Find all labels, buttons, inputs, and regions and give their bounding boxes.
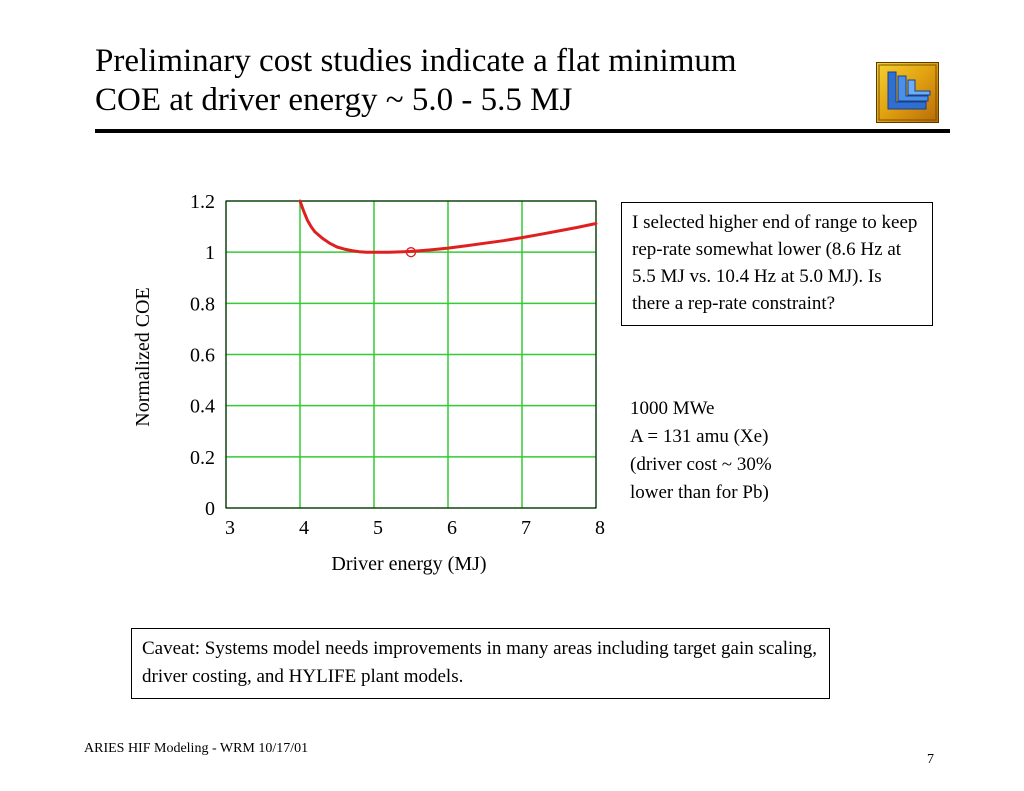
x-tick-label: 7: [521, 517, 531, 539]
y-axis-ticks: 1.2 1 0.8 0.6 0.4 0.2 0: [190, 191, 215, 520]
footer-text: ARIES HIF Modeling - WRM 10/17/01: [84, 741, 309, 756]
slide-title-line-1: Preliminary cost studies indicate a flat…: [95, 43, 737, 79]
param-line-4: lower than for Pb): [630, 482, 769, 503]
y-axis-label: Normalized COE: [132, 287, 154, 426]
slide-title-line-2: COE at driver energy ~ 5.0 - 5.5 MJ: [95, 82, 573, 118]
design-parameters: 1000 MWe A = 131 amu (Xe) (driver cost ~…: [630, 395, 860, 507]
x-tick-label: 5: [373, 517, 383, 539]
chart-plot-frame: [225, 200, 597, 509]
slide-title: Preliminary cost studies indicate a flat…: [95, 42, 855, 120]
x-tick-label: 6: [447, 517, 457, 539]
x-axis-ticks: 3 4 5 6 7 8: [225, 517, 605, 539]
x-tick-label: 3: [225, 517, 235, 539]
x-tick-label: 4: [299, 517, 309, 539]
y-tick-label: 0.6: [190, 345, 215, 367]
y-tick-label: 1: [205, 242, 215, 264]
param-line-3: (driver cost ~ 30%: [630, 454, 772, 475]
title-divider: [95, 129, 950, 133]
param-line-1: 1000 MWe: [630, 398, 715, 419]
y-tick-label: 0: [205, 498, 215, 520]
y-tick-label: 0.4: [190, 396, 215, 418]
y-tick-label: 1.2: [190, 191, 215, 213]
x-tick-label: 8: [595, 517, 605, 539]
llnl-logo-icon: [876, 62, 939, 123]
coe-series-line: [298, 199, 598, 254]
page-number: 7: [927, 752, 934, 767]
param-line-2: A = 131 amu (Xe): [630, 426, 769, 447]
chart-series: [298, 199, 598, 258]
x-axis-label: Driver energy (MJ): [331, 553, 486, 575]
caveat-note: Caveat: Systems model needs improvements…: [131, 628, 830, 699]
y-tick-label: 0.8: [190, 293, 215, 315]
rep-rate-note: I selected higher end of range to keep r…: [621, 202, 933, 326]
selected-point-marker: [405, 247, 417, 258]
y-tick-label: 0.2: [190, 447, 215, 469]
